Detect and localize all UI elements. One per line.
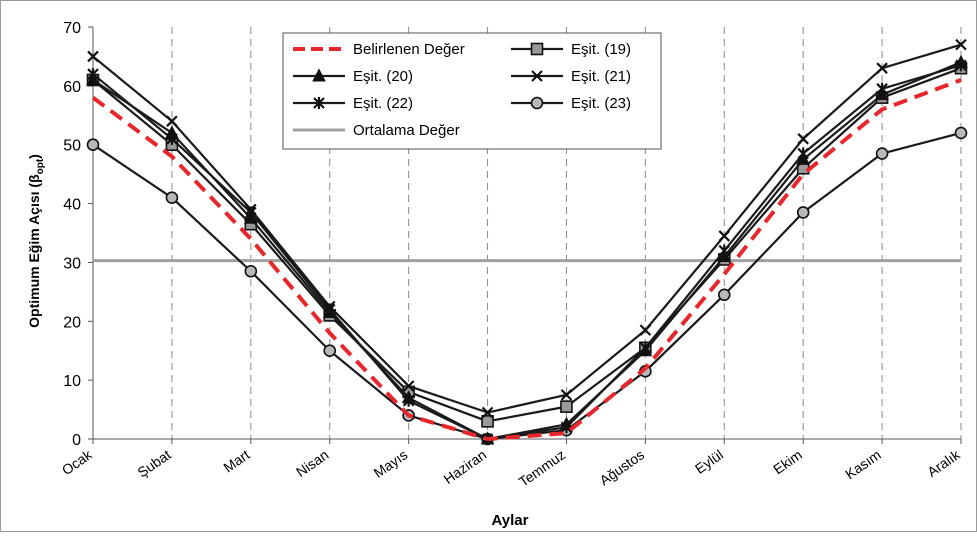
legend-label-e-it-22: Eşit. (22) [353,95,413,112]
legend-marker-e-it-23 [530,96,544,110]
y-tick-label: 20 [63,314,81,331]
y-tick-labels: 0 10 20 30 40 50 60 70 [63,20,81,449]
legend-marker-e-it-21 [531,70,543,82]
data-point-e-it-21 [639,324,652,336]
data-point-e-it-21 [560,389,573,401]
data-point-e-it-23 [796,206,810,219]
data-point-e-it-22 [402,394,415,407]
data-point-e-it-21 [245,203,257,216]
x-tick-label: Şubat [134,446,173,480]
data-point-e-it-21 [87,50,99,63]
legend-item-e-it-21: Eşit. (21) [511,68,631,85]
series-line-e-it-19 [92,67,962,423]
data-point-e-it-22 [797,147,809,160]
data-point-e-it-21 [876,62,888,74]
data-point-e-it-23 [86,138,100,152]
series-line-e-it-20 [92,61,962,441]
x-tick-label: Kasım [842,446,884,482]
x-tick-label: Ocak [59,446,96,478]
y-tick-label: 50 [63,138,81,155]
legend-label-ortalama-de-er: Ortalama Değer [353,122,460,139]
x-tick-label: Aralık [924,446,963,480]
legend-marker-e-it-20 [312,68,326,82]
data-point-e-it-21 [323,300,336,313]
legend-marker-e-it-19 [530,42,544,56]
series-line-belirlenen-de-er [91,78,962,441]
data-point-e-it-22 [639,341,652,354]
data-point-e-it-23 [244,264,258,278]
x-tick-label: Eylül [692,446,726,477]
legend-label-e-it-23: Eşit. (23) [571,95,631,112]
legend-item-e-it-23: Eşit. (23) [511,95,631,112]
legend-item-e-it-22: Eşit. (22) [293,95,413,112]
legend-label-e-it-21: Eşit. (21) [571,68,631,85]
data-point-e-it-21 [481,406,494,419]
data-point-e-it-23 [717,288,731,302]
data-point-e-it-22 [87,68,99,81]
x-tick-label: Temmuz [516,446,569,489]
data-point-e-it-23 [165,191,179,204]
data-point-e-it-22 [166,132,178,145]
y-axis-label: Optimum Eğim Açısı (βopt) [26,154,46,328]
data-point-e-it-23 [954,126,968,140]
x-tick-label: Haziran [441,446,490,487]
legend-item-e-it-20: Eşit. (20) [293,68,413,85]
x-tick-label: Nisan [293,446,332,480]
grid-lines [92,27,962,439]
y-axis-label-sub: opt [35,158,46,174]
series-line-e-it-23 [92,131,962,441]
series-group [86,38,968,446]
x-axis-label: Aylar [492,512,529,529]
y-tick-label: 30 [63,255,81,272]
series-line-e-it-21 [92,43,962,414]
y-tick-label: 60 [63,79,81,96]
data-point-e-it-21 [718,230,731,242]
x-tick-label: Ağustos [596,446,647,488]
legend-label-e-it-20: Eşit. (20) [353,68,413,85]
x-tick-labels: Ocak Şubat Mart Nisan Mayıs Haziran Temmuz Ağus… [59,446,964,490]
data-point-e-it-21 [402,380,415,392]
y-axis-label-main: Optimum Eğim Açısı (β [26,174,42,328]
y-tick-label: 10 [63,373,81,390]
data-point-e-it-22 [560,421,573,434]
data-point-e-it-23 [323,344,337,358]
data-point-e-it-19 [560,400,573,413]
data-point-e-it-21 [797,133,809,145]
legend-item-ortalama-de-er: Ortalama Değer [293,122,460,139]
series-e-it-21 [87,38,967,419]
data-point-e-it-22 [955,59,967,72]
legend-item-belirlenen-de-er: Belirlenen Değer [293,41,465,58]
x-tick-label: Ekim [770,446,805,477]
x-tick-label: Mart [220,446,252,475]
legend: Belirlenen Değer Eşit. (19) Eşit. (20) Eşit… [282,32,662,150]
legend-label-belirlenen-de-er: Belirlenen Değer [353,41,465,58]
data-point-e-it-22 [876,82,888,95]
data-point-e-it-22 [718,244,731,257]
legend-label-e-it-19: Eşit. (19) [571,41,631,58]
data-point-e-it-21 [166,115,178,127]
legend-item-e-it-19: Eşit. (19) [511,41,631,58]
data-point-e-it-23 [875,147,889,160]
y-tick-label: 70 [63,20,81,37]
data-point-e-it-21 [955,38,967,51]
y-tick-label: 40 [63,197,81,214]
y-tick-label: 0 [72,432,81,449]
series-line-e-it-22 [92,64,962,441]
data-point-e-it-19 [481,415,494,428]
legend-marker-e-it-22 [313,97,325,109]
y-axis-label-close: ) [26,154,42,159]
legend-box [282,32,662,150]
series-belirlenen-de-er [91,78,962,441]
x-tick-label: Mayıs [371,446,411,481]
